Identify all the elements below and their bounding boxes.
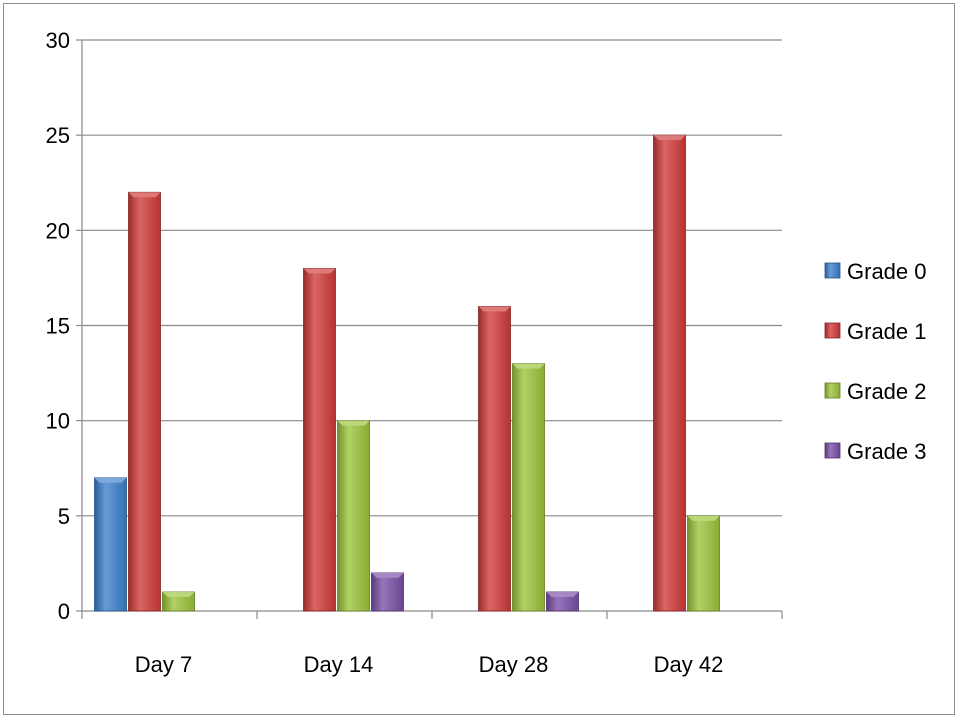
legend-label: Grade 1 xyxy=(847,319,927,344)
x-tick-label: Day 42 xyxy=(654,652,724,677)
legend-swatch xyxy=(824,382,841,399)
bar-grade-2 xyxy=(337,420,370,612)
y-tick-labels: 0 5 10 15 20 25 30 xyxy=(46,28,70,624)
bar-grade-2 xyxy=(512,363,545,612)
bar-bevel xyxy=(162,591,195,597)
y-tick-label: 15 xyxy=(46,314,70,339)
bar-bevel xyxy=(546,591,579,597)
bar-grade-1 xyxy=(653,134,686,612)
bar-grade-0 xyxy=(94,477,127,612)
legend-swatch xyxy=(824,262,841,279)
y-tick-label: 30 xyxy=(46,28,70,53)
legend-label: Grade 2 xyxy=(847,379,927,404)
bars xyxy=(94,134,720,612)
bar-bevel xyxy=(478,306,511,312)
legend-swatch xyxy=(824,322,841,339)
bar-bevel xyxy=(512,363,545,369)
legend-swatch xyxy=(824,442,841,459)
legend-label: Grade 3 xyxy=(847,439,927,464)
bar-grade-1 xyxy=(128,191,161,612)
bar-bevel xyxy=(94,477,127,483)
bar-grade-1 xyxy=(303,267,336,612)
y-tick-label: 25 xyxy=(46,123,70,148)
bar-grade-2 xyxy=(687,515,720,612)
y-tick-label: 20 xyxy=(46,218,70,243)
bar-bevel xyxy=(653,135,686,141)
y-tick-label: 10 xyxy=(46,409,70,434)
bar-bevel xyxy=(687,515,720,521)
legend: Grade 0 Grade 1 Grade 2 Grade 3 xyxy=(824,259,927,464)
y-tick-label: 0 xyxy=(58,599,70,624)
bar-grade-1 xyxy=(478,306,511,612)
bar-bevel xyxy=(128,192,161,198)
bar-bevel xyxy=(337,420,370,426)
x-tick-label: Day 14 xyxy=(304,652,374,677)
x-tick-labels: Day 7 Day 14 Day 28 Day 42 xyxy=(135,652,724,677)
legend-label: Grade 0 xyxy=(847,259,927,284)
bar-bevel xyxy=(303,268,336,274)
y-tick-label: 5 xyxy=(58,504,70,529)
bar-grade-3 xyxy=(371,572,404,612)
x-tick-label: Day 28 xyxy=(479,652,549,677)
x-tick-label: Day 7 xyxy=(135,652,192,677)
bar-bevel xyxy=(371,572,404,578)
